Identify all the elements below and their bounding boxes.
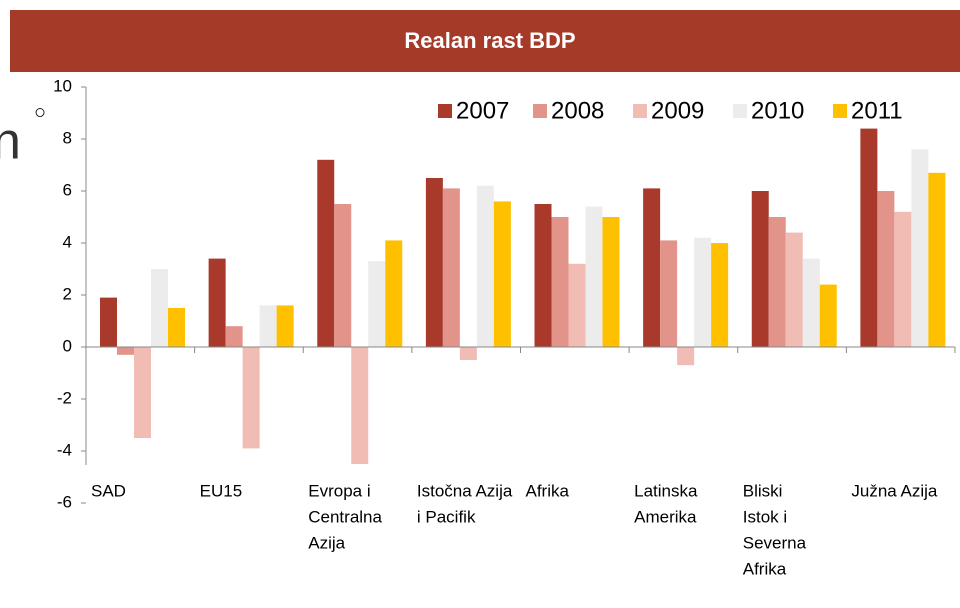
x-tick-label: Azija <box>308 533 345 552</box>
legend-label: 2008 <box>551 97 604 124</box>
bar <box>751 191 769 347</box>
bar <box>568 263 586 347</box>
x-tick-label: Centralna <box>308 507 382 526</box>
bar <box>534 204 552 347</box>
bar <box>242 347 260 449</box>
chart-title: Realan rast BDP <box>404 28 575 53</box>
bar <box>459 347 477 360</box>
bar <box>585 206 603 347</box>
bar <box>225 326 243 347</box>
bar <box>711 243 729 347</box>
fragment: ○ <box>34 101 46 123</box>
bar <box>819 284 837 347</box>
bar <box>259 305 277 347</box>
bar <box>877 191 895 347</box>
legend-swatch <box>733 104 747 118</box>
bar <box>476 185 494 347</box>
bar <box>134 347 151 438</box>
bar <box>602 217 620 347</box>
x-tick-label: Latinska <box>634 481 698 500</box>
y-tick-label: 8 <box>63 128 72 147</box>
title-bar <box>10 10 960 72</box>
bar <box>493 201 511 347</box>
legend-label: 2011 <box>851 97 903 124</box>
y-tick-label: -6 <box>57 492 72 511</box>
x-tick-label: Evropa i <box>308 481 370 500</box>
x-tick-label: i Pacifik <box>417 507 476 526</box>
y-tick-label: -4 <box>57 440 72 459</box>
y-tick-label: 0 <box>63 336 72 355</box>
bar <box>860 128 878 347</box>
legend-swatch <box>633 104 647 118</box>
bar <box>208 258 226 347</box>
bar <box>785 232 803 347</box>
bar <box>151 269 168 347</box>
bar <box>276 305 294 347</box>
legend-label: 2009 <box>651 97 704 124</box>
x-tick-label: Amerika <box>634 507 697 526</box>
legend-label: 2007 <box>456 97 509 124</box>
bar <box>894 211 912 347</box>
x-tick-label: Južna Azija <box>851 481 938 500</box>
bar <box>368 261 386 347</box>
legend-swatch <box>533 104 547 118</box>
y-tick-label: -2 <box>57 388 72 407</box>
bar <box>911 149 929 347</box>
bar <box>168 308 185 347</box>
bar <box>551 217 569 347</box>
x-tick-label: SAD <box>91 481 126 500</box>
x-tick-label: Istok i <box>743 507 787 526</box>
y-tick-label: 10 <box>53 76 72 95</box>
bar <box>928 172 946 347</box>
bar <box>802 258 820 347</box>
x-tick-label: Severna <box>743 533 807 552</box>
bar <box>334 204 352 347</box>
legend-swatch <box>438 104 452 118</box>
bar <box>117 347 134 355</box>
bar <box>694 237 712 347</box>
x-tick-label: Istočna Azija <box>417 481 513 500</box>
fragment: n <box>0 113 21 171</box>
x-tick-label: EU15 <box>200 481 243 500</box>
x-tick-label: Bliski <box>743 481 783 500</box>
bar <box>385 240 403 347</box>
bar <box>643 188 661 347</box>
bar <box>768 217 786 347</box>
bar <box>425 178 443 347</box>
legend-swatch <box>833 104 847 118</box>
y-tick-label: 6 <box>63 180 72 199</box>
y-tick-label: 4 <box>63 232 72 251</box>
bar <box>100 297 117 347</box>
bar <box>660 240 678 347</box>
bar <box>677 347 695 366</box>
bar <box>351 347 369 464</box>
x-tick-label: Afrika <box>526 481 570 500</box>
bar <box>317 159 335 347</box>
legend-label: 2010 <box>751 97 804 124</box>
bar <box>442 188 460 347</box>
x-tick-label: Afrika <box>743 559 787 578</box>
y-tick-label: 2 <box>63 284 72 303</box>
